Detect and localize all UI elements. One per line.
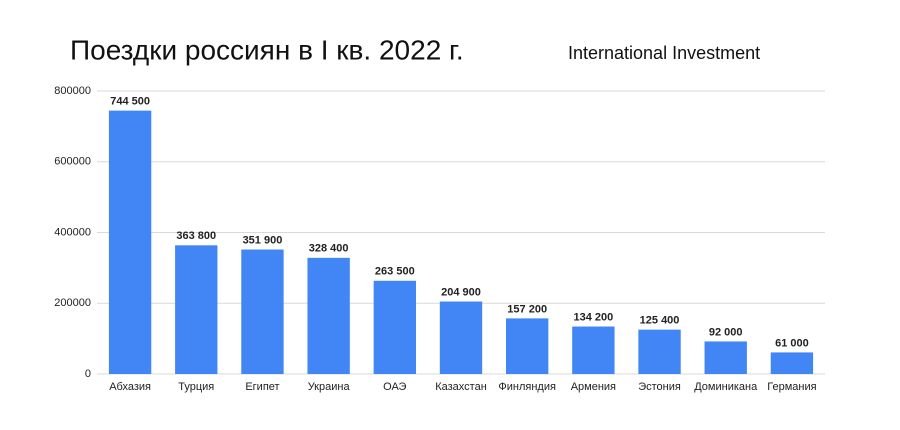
x-tick-label: Германия (767, 381, 816, 393)
bar (108, 110, 152, 375)
x-tick-label: Украина (308, 381, 351, 393)
bar (770, 352, 814, 374)
bar (638, 329, 681, 374)
value-label: 157 200 (507, 303, 547, 315)
value-label: 61 000 (775, 337, 809, 349)
bar (704, 341, 747, 374)
x-tick-label: Доминикана (694, 381, 758, 393)
value-label: 204 900 (441, 286, 481, 298)
x-tick-label: ОАЭ (383, 381, 406, 393)
bar (175, 245, 218, 374)
y-tick-label: 800000 (54, 85, 91, 97)
value-label: 351 900 (243, 234, 283, 246)
x-tick-label: Турция (178, 381, 214, 393)
x-tick-label: Казахстан (435, 381, 487, 393)
y-tick-label: 200000 (54, 297, 91, 309)
value-label: 328 400 (309, 243, 349, 255)
value-label: 134 200 (573, 311, 613, 323)
bar (241, 249, 284, 374)
value-label: 744 500 (110, 96, 150, 108)
value-label: 125 400 (640, 315, 680, 327)
y-tick-label: 400000 (54, 226, 91, 238)
x-tick-label: Эстония (638, 381, 681, 393)
bar (307, 257, 350, 374)
y-tick-label: 0 (85, 368, 91, 380)
chart-title: Поездки россиян в I кв. 2022 г. (70, 34, 464, 65)
bar (439, 301, 483, 374)
value-label: 92 000 (709, 326, 743, 338)
x-tick-label: Армения (571, 381, 616, 393)
bar (373, 280, 416, 374)
bar (506, 318, 549, 374)
value-label: 263 500 (375, 266, 415, 278)
x-tick-label: Египет (245, 381, 279, 393)
chart-subtitle: International Investment (568, 43, 760, 63)
x-tick-label: Финляндия (498, 381, 556, 393)
bar (572, 326, 615, 374)
value-label: 363 800 (176, 230, 216, 242)
x-tick-label: Абхазия (109, 381, 151, 393)
y-tick-label: 600000 (54, 156, 91, 168)
